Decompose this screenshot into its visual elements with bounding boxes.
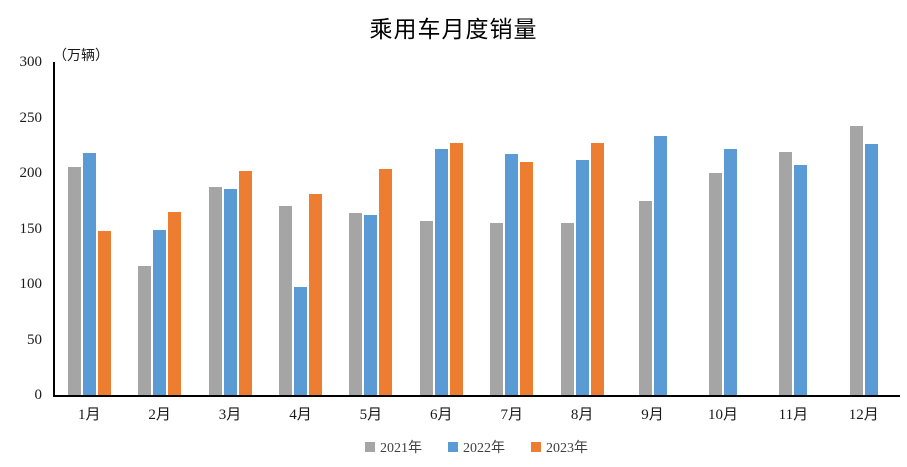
x-axis-label: 5月 [359, 407, 383, 423]
x-axis-line [53, 395, 900, 397]
x-axis-label: 12月 [848, 407, 879, 423]
bar-2022年-7月 [505, 154, 519, 395]
bar-2023年-1月 [97, 230, 111, 395]
x-axis-label: 7月 [500, 407, 523, 423]
plot-area: 0 50 100 150 200 250 300 1月 2月 3月 4月 5月 6月 7月 8月 9月 10月 1… [20, 54, 900, 423]
x-axis-label: 4月 [289, 407, 312, 423]
y-tick-label: 250 [19, 109, 43, 126]
bar-2022年-11月 [794, 165, 808, 395]
bar-2022年-2月 [153, 229, 167, 395]
x-axis-label: 9月 [641, 407, 664, 423]
bar-2021年-11月 [779, 151, 793, 395]
y-tick-label: 100 [19, 276, 43, 292]
y-tick-label: 300 [19, 54, 43, 70]
y-tick-label: 0 [34, 387, 43, 403]
bar-2022年-10月 [723, 148, 737, 395]
x-axis-label: 3月 [218, 407, 242, 423]
bar-2021年-8月 [560, 222, 574, 395]
x-axis-label: 6月 [430, 407, 453, 423]
bar-2021年-10月 [708, 173, 722, 395]
bar-2023年-4月 [308, 194, 322, 395]
bar-2023年-6月 [449, 143, 463, 395]
bar-2023年-7月 [520, 161, 534, 395]
legend-label: 2021年 [380, 441, 422, 456]
bar-2022年-3月 [223, 188, 237, 395]
bar-2022年-1月 [82, 153, 96, 395]
bar-2021年-6月 [419, 220, 433, 395]
y-tick-label: 200 [19, 165, 43, 181]
legend-item-2022年: 2022年 [448, 437, 505, 457]
bar-2021年-4月 [278, 206, 292, 395]
bar-2022年-8月 [575, 159, 589, 395]
x-axis-label: 8月 [570, 407, 594, 423]
bar-2021年-3月 [208, 187, 222, 395]
legend-label: 2023年 [546, 441, 588, 456]
bar-2021年-5月 [349, 212, 363, 395]
bar-2023年-2月 [168, 211, 182, 395]
bar-2023年-5月 [379, 168, 393, 395]
bar-2021年-7月 [490, 222, 504, 395]
x-axis-label: 11月 [778, 407, 809, 423]
legend-swatch-icon [365, 442, 375, 452]
bar-2021年-9月 [638, 200, 652, 395]
bar-2021年-1月 [67, 167, 81, 395]
y-axis-unit-label: （万辆） [53, 49, 109, 64]
bar-2022年-12月 [864, 144, 878, 395]
legend-swatch-icon [531, 442, 541, 452]
x-axis-label: 1月 [77, 407, 101, 423]
x-axis-label: 2月 [148, 407, 171, 423]
bar-2022年-4月 [293, 287, 307, 395]
legend-swatch-icon [448, 442, 458, 452]
legend: 2021年 2022年 2023年 [54, 437, 899, 457]
bar-2021年-12月 [849, 126, 863, 395]
bar-2021年-2月 [138, 266, 152, 395]
bar-2023年-8月 [590, 143, 604, 395]
bar-2023年-3月 [238, 170, 252, 395]
legend-label: 2022年 [463, 441, 505, 456]
chart-title: 乘用车月度销量 [369, 17, 538, 42]
y-tick-label: 50 [27, 331, 42, 348]
legend-item-2023年: 2023年 [531, 437, 588, 457]
bar-2022年-6月 [434, 148, 448, 395]
bar-2022年-9月 [653, 136, 667, 395]
x-axis-label: 10月 [707, 407, 738, 423]
bar-2022年-5月 [364, 215, 378, 395]
y-tick-label: 150 [19, 220, 43, 237]
y-axis-line [53, 62, 55, 395]
legend-item-2021年: 2021年 [365, 437, 422, 457]
